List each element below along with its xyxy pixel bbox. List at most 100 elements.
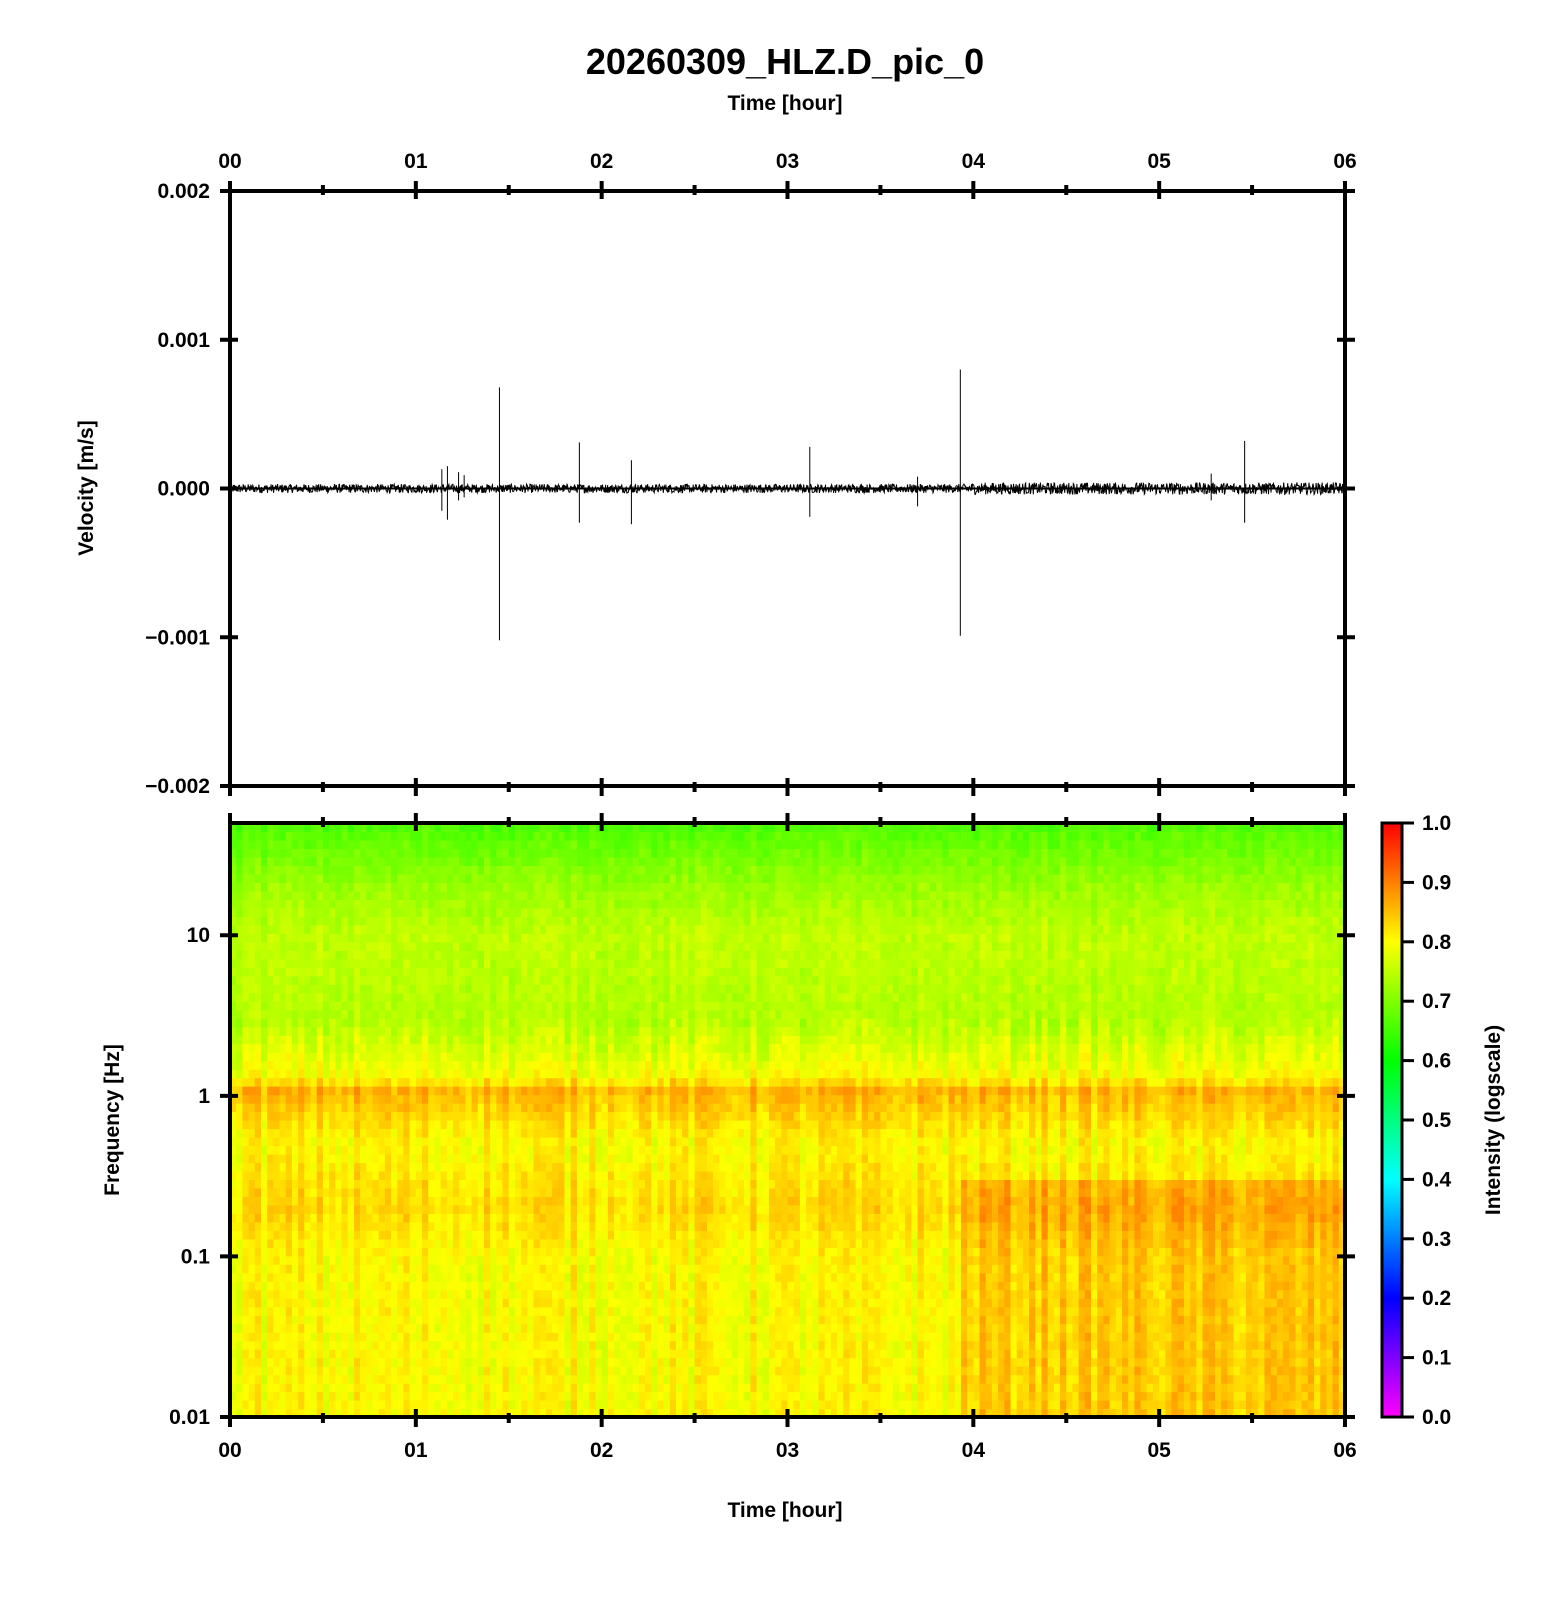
- spectrogram-cell: [985, 1255, 993, 1265]
- spectrogram-cell: [626, 1247, 634, 1257]
- spectrogram-cell: [725, 1391, 733, 1401]
- spectrogram-cell: [1283, 1289, 1290, 1299]
- spectrogram-cell: [384, 1391, 392, 1401]
- spectrogram-cell: [713, 1340, 720, 1350]
- spectrogram-cell: [632, 1238, 640, 1248]
- spectrogram-cell: [273, 1187, 281, 1197]
- spectrogram-cell: [1035, 1323, 1043, 1333]
- spectrogram-cell: [539, 1400, 547, 1410]
- spectrogram-cell: [917, 1247, 925, 1257]
- spectrogram-cell: [787, 1400, 795, 1410]
- spectrogram-cell: [1301, 1340, 1309, 1350]
- spectrogram-cell: [1208, 1289, 1216, 1299]
- spectrogram-cell: [799, 1400, 807, 1410]
- spectrogram-cell: [645, 1213, 652, 1223]
- spectrogram-cell: [242, 1272, 250, 1282]
- spectrogram-cell: [1239, 1357, 1247, 1367]
- top-x-tick-label: 01: [404, 150, 428, 173]
- spectrogram-cell: [1029, 1323, 1036, 1333]
- spectrogram-cell: [1103, 1272, 1111, 1282]
- spectrogram-cell: [799, 1272, 807, 1282]
- spectrogram-cell: [533, 1204, 541, 1214]
- spectrogram-cell: [502, 1255, 510, 1265]
- spectrogram-cell: [552, 1315, 559, 1325]
- spectrogram-cell: [967, 1272, 974, 1282]
- spectrogram-cell: [285, 1400, 293, 1410]
- spectrogram-cell: [899, 1374, 906, 1384]
- spectrogram-cell: [353, 1196, 361, 1206]
- spectrogram-cell: [793, 1264, 801, 1274]
- spectrogram-cell: [799, 1298, 807, 1308]
- spectrogram-cell: [799, 1255, 807, 1265]
- spectrogram-cell: [1004, 1315, 1012, 1325]
- spectrogram-cell: [279, 1255, 287, 1265]
- spectrogram-cell: [626, 1349, 634, 1359]
- spectrogram-cell: [483, 1272, 491, 1282]
- spectrogram-cell: [1122, 1247, 1129, 1257]
- spectrogram-cell: [954, 1408, 962, 1418]
- spectrogram-cell: [1283, 1366, 1290, 1376]
- spectrogram-cell: [1103, 1408, 1111, 1418]
- spectrogram-cell: [886, 1391, 894, 1401]
- spectrogram-cell: [1202, 1187, 1210, 1197]
- spectrogram-cell: [434, 1247, 442, 1257]
- spectrogram-cell: [1183, 1332, 1191, 1342]
- spectrogram-cell: [341, 1187, 349, 1197]
- spectrogram-cell: [502, 1374, 510, 1384]
- spectrogram-cell: [756, 1306, 764, 1316]
- spectrogram-cell: [347, 1272, 355, 1282]
- spectrogram-cell: [1196, 1383, 1204, 1393]
- spectrogram-cell: [1295, 1230, 1303, 1240]
- spectrogram-cell: [1177, 1264, 1185, 1274]
- spectrogram-cell: [1097, 1357, 1105, 1367]
- spectrogram-cell: [979, 1374, 987, 1384]
- spectrogram-cell: [378, 1238, 386, 1248]
- spectrogram-cell: [1146, 1213, 1154, 1223]
- spectrogram-cell: [1196, 1264, 1204, 1274]
- spectrogram-cell: [1047, 1400, 1055, 1410]
- spectrogram-cell: [415, 1340, 423, 1350]
- spectrogram-cell: [483, 1213, 491, 1223]
- spectrogram-cell: [948, 1323, 956, 1333]
- spectrogram-cell: [793, 1196, 801, 1206]
- spectrogram-cell: [775, 1340, 782, 1350]
- spectrogram-cell: [1177, 1306, 1185, 1316]
- spectrogram-cell: [335, 1238, 343, 1248]
- spectrogram-cell: [533, 1340, 541, 1350]
- spectrogram-cell: [1029, 1187, 1036, 1197]
- spectrogram-cell: [1326, 1315, 1334, 1325]
- spectrogram-cell: [558, 1247, 566, 1257]
- spectrogram-cell: [632, 1281, 640, 1291]
- spectrogram-cell: [1295, 1374, 1303, 1384]
- spectrogram-cell: [1307, 1306, 1315, 1316]
- spectrogram-cell: [737, 1255, 745, 1265]
- spectrogram-cell: [1276, 1187, 1284, 1197]
- spectrogram-cell: [768, 1315, 776, 1325]
- spectrogram-cell: [719, 1264, 727, 1274]
- spectrogram-cell: [1332, 1272, 1340, 1282]
- spectrogram-cell: [595, 1272, 603, 1282]
- spectrogram-cell: [682, 1281, 689, 1291]
- spectrogram-cell: [291, 1400, 299, 1410]
- spectrogram-cell: [818, 1349, 826, 1359]
- spectrogram-cell: [1283, 1264, 1290, 1274]
- spectrogram-cell: [1221, 1383, 1228, 1393]
- spectrogram-cell: [651, 1298, 659, 1308]
- spectrogram-cell: [1283, 1213, 1290, 1223]
- waveform-y-tick-label: −0.001: [145, 626, 210, 649]
- spectrogram-cell: [1097, 1374, 1105, 1384]
- spectrogram-cell: [874, 1264, 882, 1274]
- spectrogram-cell: [1214, 1391, 1222, 1401]
- spectrogram-cell: [1103, 1306, 1111, 1316]
- spectrogram-cell: [391, 1272, 398, 1282]
- spectrogram-cell: [676, 1357, 683, 1367]
- spectrogram-cell: [700, 1391, 708, 1401]
- spectrogram-cell: [942, 1264, 950, 1274]
- spectrogram-cell: [700, 1221, 708, 1231]
- spectrogram-cell: [552, 1400, 559, 1410]
- spectrogram-cell: [316, 1391, 324, 1401]
- spectrogram-cell: [948, 1340, 956, 1350]
- spectrogram-cell: [279, 1230, 287, 1240]
- spectrogram-cell: [998, 1298, 1005, 1308]
- spectrogram-cell: [1307, 1187, 1315, 1197]
